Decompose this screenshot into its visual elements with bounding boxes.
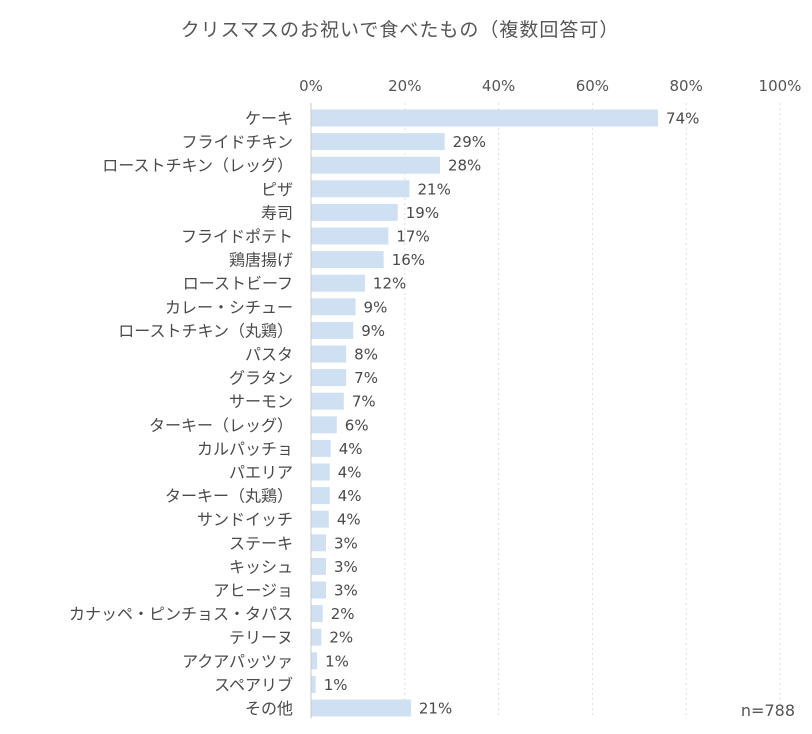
data-label: 17%: [396, 228, 429, 246]
category-label: その他: [245, 699, 293, 718]
bar: [311, 203, 398, 221]
bar: [311, 439, 331, 457]
bar: [311, 652, 318, 670]
category-label: カルパッチョ: [197, 439, 293, 458]
category-label: スペアリブ: [214, 675, 293, 694]
sample-size-note: n=788: [741, 701, 795, 720]
bar: [311, 628, 322, 646]
category-label: 鶏唐揚げ: [229, 251, 293, 270]
bar: [311, 345, 347, 363]
bar: [311, 392, 344, 410]
bar: [311, 487, 330, 505]
data-label: 6%: [345, 416, 369, 434]
category-label: カレー・シチュー: [165, 298, 293, 317]
bar: [311, 180, 410, 198]
data-label: 4%: [338, 487, 362, 505]
data-label: 74%: [666, 110, 699, 128]
data-label: 3%: [334, 582, 358, 600]
category-label: パスタ: [245, 345, 293, 364]
bar: [311, 133, 445, 151]
data-label: 4%: [337, 511, 361, 529]
data-label: 9%: [361, 322, 385, 340]
category-label: パエリア: [229, 463, 293, 482]
category-label: キッシュ: [229, 557, 293, 576]
data-label: 3%: [334, 558, 358, 576]
bar: [311, 557, 327, 575]
x-tick-label: 20%: [388, 77, 421, 95]
bar: [311, 675, 316, 693]
category-label: テリーヌ: [229, 628, 293, 647]
bar: [311, 534, 327, 552]
x-tick-label: 40%: [482, 77, 515, 95]
category-label: アヒージョ: [213, 581, 293, 600]
category-label: ローストチキン（丸鶏）: [118, 321, 293, 340]
category-label: ステーキ: [229, 534, 293, 553]
data-label: 2%: [331, 605, 355, 623]
bar: [311, 274, 365, 292]
x-tick-label: 0%: [299, 77, 323, 95]
data-label: 28%: [448, 157, 481, 175]
chart-title: クリスマスのお祝いで食べたもの（複数回答可）: [181, 19, 620, 41]
data-label: 9%: [364, 298, 388, 316]
bar: [311, 321, 354, 339]
category-label: ローストチキン（レッグ）: [102, 156, 293, 175]
bar: [311, 605, 323, 623]
bar: [311, 581, 327, 599]
category-label: サーモン: [229, 392, 293, 411]
bar: [311, 251, 384, 269]
category-label: サンドイッチ: [197, 510, 293, 529]
data-label: 4%: [339, 440, 363, 458]
bar: [311, 463, 330, 481]
data-label: 21%: [419, 700, 452, 718]
category-label: ターキー（レッグ）: [149, 416, 293, 435]
category-label: ケーキ: [245, 109, 293, 128]
category-label: フライドチキン: [181, 133, 293, 152]
bar: [311, 156, 440, 174]
data-label: 12%: [373, 275, 406, 293]
data-label: 19%: [406, 204, 439, 222]
category-label: ピザ: [261, 180, 293, 199]
data-label: 8%: [354, 346, 378, 364]
data-label: 1%: [324, 676, 348, 694]
gridlines: [404, 103, 781, 719]
bar: [311, 369, 347, 387]
data-label: 16%: [392, 251, 425, 269]
data-label: 7%: [352, 393, 376, 411]
bar: [311, 416, 337, 434]
data-label: 7%: [354, 369, 378, 387]
category-label: ターキー（丸鶏）: [165, 487, 293, 506]
category-label: アクアパッツァ: [182, 652, 293, 671]
category-label: ローストビーフ: [183, 274, 293, 293]
bar: [311, 699, 411, 717]
x-tick-label: 60%: [576, 77, 609, 95]
data-label: 2%: [329, 629, 353, 647]
bar: [311, 510, 329, 528]
bars: [311, 109, 659, 717]
category-label: 寿司: [261, 203, 293, 222]
data-label: 1%: [325, 652, 349, 670]
data-label: 29%: [453, 133, 486, 151]
x-tick-label: 80%: [670, 77, 703, 95]
data-label: 4%: [338, 464, 362, 482]
x-axis-tick-labels: 0% 20% 40% 60% 80% 100%: [299, 77, 801, 95]
bar: [311, 298, 356, 316]
data-label: 21%: [417, 180, 450, 198]
bar: [311, 227, 389, 245]
data-labels: 74% 29% 28% 21% 19% 17% 16% 12% 9% 9% 8% 7% 7% 6% 4% 4%…: [324, 110, 700, 718]
bar: [311, 109, 659, 127]
category-label: フライドポテト: [181, 227, 293, 246]
category-label: カナッペ・ピンチョス・タパス: [69, 605, 293, 624]
data-label: 3%: [334, 534, 358, 552]
x-tick-label: 100%: [759, 77, 802, 95]
category-label: グラタン: [229, 369, 293, 388]
